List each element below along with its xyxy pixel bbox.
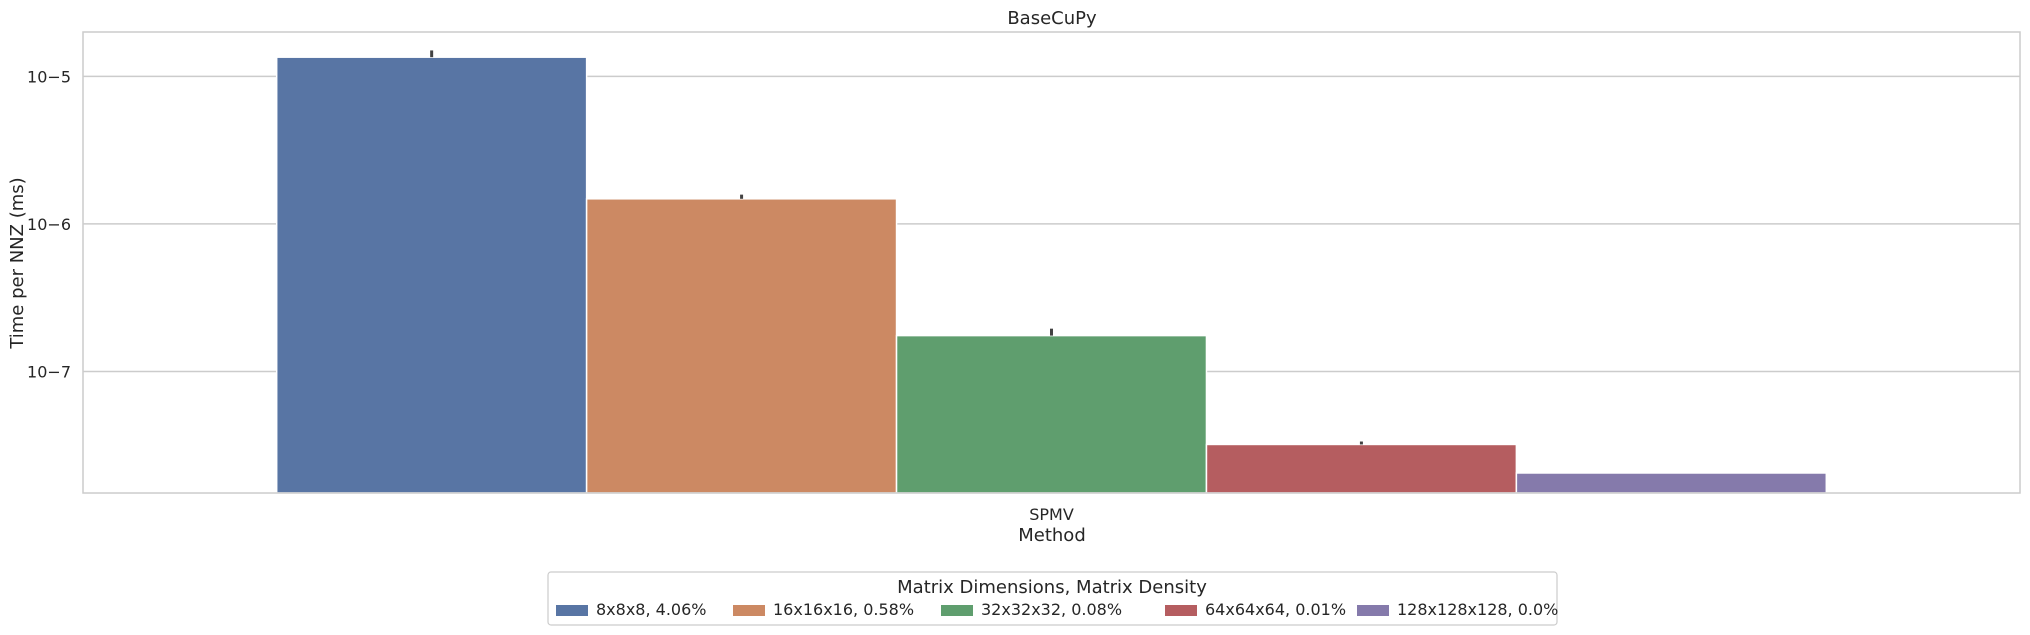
y-tick-labels: 10−7 10−6 10−5 (27, 67, 71, 381)
bar-4 (1515, 472, 1828, 494)
bar-2 (895, 334, 1208, 494)
legend-swatch-1 (733, 605, 765, 616)
legend-label-1: 16x16x16, 0.58% (773, 600, 914, 619)
legend-label-3: 64x64x64, 0.01% (1205, 600, 1346, 619)
legend-swatch-3 (1165, 605, 1197, 616)
legend-swatch-2 (941, 605, 973, 616)
y-tick-label-1: 10−6 (27, 215, 71, 234)
legend-swatch-4 (1357, 605, 1389, 616)
y-tick-label-2: 10−5 (27, 67, 71, 86)
bar-3 (1205, 443, 1518, 494)
bar-0 (275, 56, 588, 494)
legend-label-2: 32x32x32, 0.08% (981, 600, 1122, 619)
x-tick-label-0: SPMV (1029, 505, 1074, 524)
legend-title: Matrix Dimensions, Matrix Density (897, 577, 1207, 598)
y-axis-label: Time per NNZ (ms) (7, 177, 28, 349)
legend-label-4: 128x128x128, 0.0% (1397, 600, 1558, 619)
bar-1 (585, 198, 898, 494)
y-tick-label-0: 10−7 (27, 362, 71, 381)
chart-title: BaseCuPy (1007, 8, 1097, 29)
legend-frame (547, 571, 1558, 626)
legend-swatch-0 (556, 605, 588, 616)
plot-frame (82, 31, 2021, 494)
legend-label-0: 8x8x8, 4.06% (596, 600, 706, 619)
x-axis-label: Method (1018, 525, 1086, 546)
error-bars (430, 50, 1363, 445)
x-tick-labels: SPMV (1029, 505, 1074, 524)
legend-items: 8x8x8, 4.06% 16x16x16, 0.58% 32x32x32, 0.0… (556, 600, 1558, 619)
legend: Matrix Dimensions, Matrix Density 8x8x8,… (547, 571, 1558, 626)
